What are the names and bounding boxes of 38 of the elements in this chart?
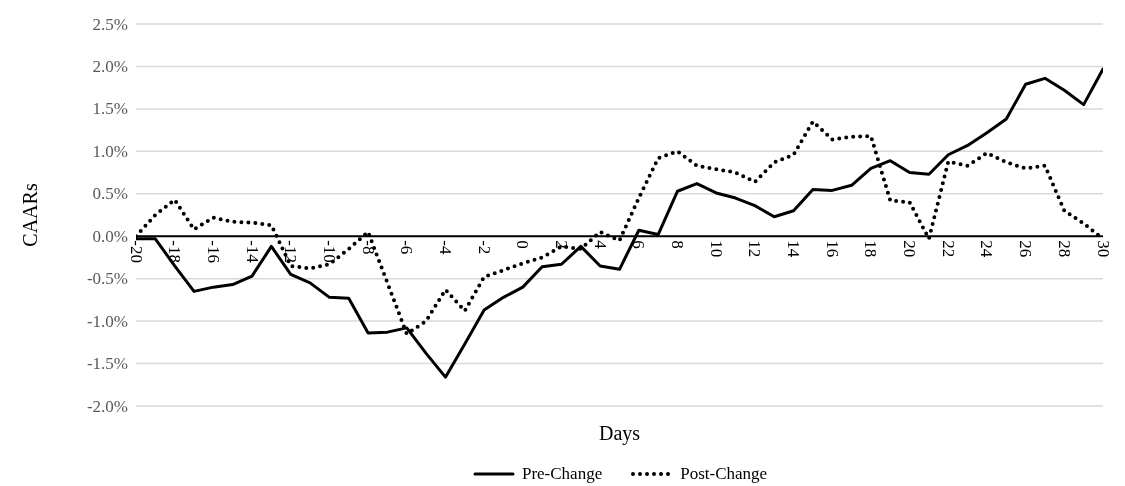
x-tick-label: 0 [513, 240, 533, 249]
y-tick-label: -2.0% [86, 396, 128, 416]
x-tick-label: 14 [784, 240, 804, 258]
x-tick-label: 20 [900, 240, 920, 258]
x-tick-label: 18 [861, 240, 881, 258]
x-tick-label: 2 [551, 240, 571, 249]
x-tick-label: 22 [938, 240, 958, 258]
x-tick-label: 10 [706, 240, 726, 258]
y-tick-label: 0.5% [92, 184, 128, 204]
x-tick-label: -16 [203, 240, 223, 263]
x-tick-label: 6 [629, 240, 649, 249]
legend-label: Post-Change [680, 464, 768, 484]
y-tick-label: -0.5% [86, 269, 128, 289]
y-axis-title: CAARs [19, 183, 42, 247]
y-tick-label: 1.0% [92, 141, 128, 161]
x-tick-label: -2 [474, 240, 494, 255]
x-tick-label: -14 [242, 240, 262, 264]
x-axis-title: Days [598, 422, 641, 445]
y-tick-label: 0.0% [92, 226, 128, 246]
x-tick-label: -20 [126, 240, 146, 263]
x-tick-label: 16 [822, 240, 842, 258]
x-tick-label: -6 [397, 240, 417, 255]
y-tick-label: 2.5% [92, 14, 128, 34]
x-tick-label: 4 [590, 240, 610, 250]
x-tick-label: -12 [281, 240, 301, 263]
x-tick-label: 30 [1093, 240, 1113, 258]
y-tick-label: 1.5% [92, 99, 128, 119]
y-tick-label: -1.0% [86, 311, 128, 331]
x-tick-label: -8 [358, 240, 378, 255]
x-tick-label: 8 [668, 240, 688, 249]
x-tick-label: 26 [1016, 240, 1036, 258]
y-tick-label: -1.5% [86, 354, 128, 374]
x-tick-label: 28 [1054, 240, 1074, 258]
legend-label: Pre-Change [521, 464, 603, 484]
y-tick-label: 2.0% [92, 56, 128, 76]
x-tick-label: 24 [977, 240, 997, 258]
x-tick-label: -4 [435, 240, 455, 255]
x-tick-label: 12 [745, 240, 765, 258]
